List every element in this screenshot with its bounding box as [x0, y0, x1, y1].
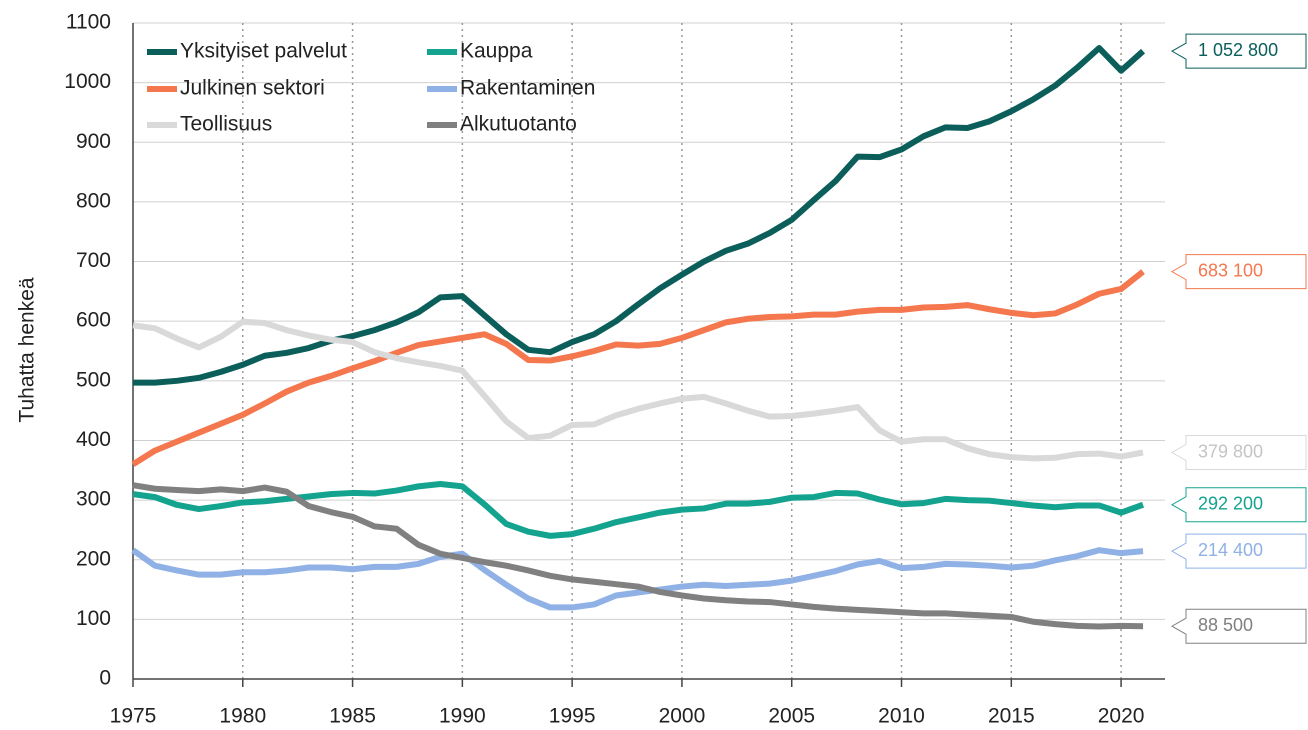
series-line	[131, 269, 1145, 467]
label-box	[1170, 533, 1307, 569]
x-tick-label: 1990	[439, 705, 486, 728]
legend-label: Julkinen sektori	[180, 77, 325, 100]
legend-label: Alkutuotanto	[460, 113, 577, 136]
x-tick-label: 1985	[329, 705, 376, 728]
y-tick-label: 700	[76, 249, 111, 272]
series-line	[132, 480, 1145, 539]
label-box	[1170, 254, 1307, 290]
y-tick-label: 900	[76, 130, 111, 153]
y-tick-label: 0	[99, 667, 111, 690]
end-label: 683 100	[1198, 260, 1263, 280]
label-box	[1170, 33, 1307, 69]
legend-label: Kauppa	[460, 40, 533, 63]
x-tick-label: 2005	[768, 705, 815, 728]
x-tick-label: 1975	[110, 705, 157, 728]
x-tick-label: 2000	[659, 705, 706, 728]
x-tick-label: 2010	[878, 705, 925, 728]
end-label: 292 200	[1198, 493, 1263, 513]
series-line	[131, 547, 1144, 611]
x-tick-label: 2015	[988, 705, 1035, 728]
legend-label: Yksityiset palvelut	[180, 40, 347, 63]
x-tick-label: 1980	[219, 705, 266, 728]
label-box	[1170, 608, 1307, 644]
legend-label: Teollisuus	[180, 113, 272, 136]
series-line	[132, 482, 1144, 630]
y-tick-label: 600	[76, 309, 111, 332]
y-axis-label: Tuhatta henkeä	[16, 277, 39, 422]
y-tick-label: 400	[76, 428, 111, 451]
y-tick-label: 1100	[66, 11, 111, 34]
end-label: 379 800	[1198, 441, 1263, 461]
series-line	[133, 45, 1146, 386]
end-label: 88 500	[1198, 615, 1253, 635]
x-tick-label: 1995	[549, 705, 596, 728]
y-tick-label: 500	[76, 368, 111, 391]
y-tick-label: 300	[76, 488, 111, 511]
label-box	[1170, 487, 1307, 523]
legend-label: Rakentaminen	[460, 77, 595, 100]
series-line	[132, 318, 1144, 462]
y-tick-label: 100	[76, 607, 111, 630]
y-tick-label: 1000	[64, 70, 111, 93]
end-label: 214 400	[1198, 540, 1263, 560]
x-tick-label: 2020	[1098, 705, 1145, 728]
y-tick-label: 200	[76, 547, 111, 570]
end-label: 1 052 800	[1198, 40, 1278, 60]
y-tick-label: 800	[76, 189, 111, 212]
label-box	[1170, 435, 1307, 471]
